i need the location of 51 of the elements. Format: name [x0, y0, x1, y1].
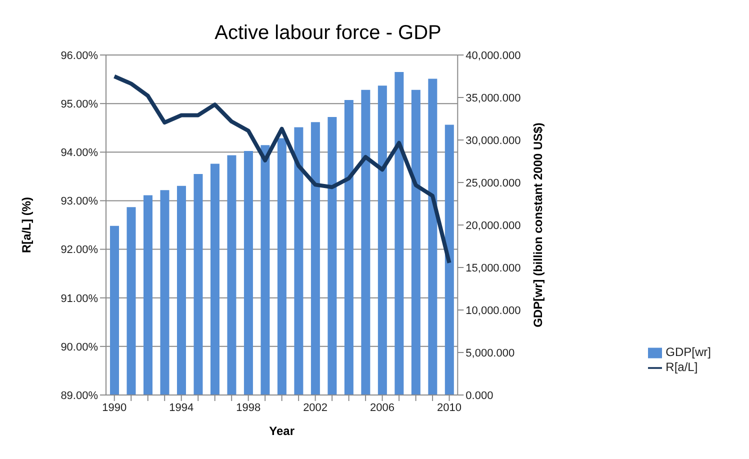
y-tick-label: 94.00% — [60, 147, 98, 160]
bar — [294, 127, 304, 395]
chart-title: Active labour force - GDP — [214, 21, 442, 45]
bar — [143, 195, 152, 395]
bar — [361, 90, 370, 395]
bar — [394, 72, 404, 395]
bar — [194, 174, 203, 395]
y-tick-label: 89.00% — [60, 390, 98, 402]
y2-tick-label: 15,000.000 — [466, 262, 521, 274]
y2-tick-label: 35,000.000 — [466, 92, 521, 104]
legend-label: GDP[wr] — [666, 345, 711, 360]
y2-tick-label: 5,000.000 — [466, 347, 515, 360]
bar — [176, 186, 186, 395]
bar — [110, 226, 119, 395]
x-tick-label: 1990 — [102, 402, 127, 414]
bar — [344, 100, 354, 395]
y-tick-label: 95.00% — [60, 98, 98, 110]
legend-label: R[a/L] — [666, 360, 698, 374]
x-tick-label: 2002 — [303, 402, 328, 414]
line-series — [112, 74, 452, 265]
bar — [227, 155, 236, 395]
y-tick-label: 93.00% — [60, 196, 98, 208]
y-tick-label: 90.00% — [60, 341, 98, 354]
bar — [126, 207, 136, 395]
y2-tick-label: 20,000.000 — [466, 220, 521, 232]
bar — [378, 86, 387, 395]
bar — [244, 151, 253, 395]
y-tick-label: 91.00% — [60, 292, 98, 305]
y2-tick-label: 25,000.000 — [466, 177, 521, 190]
y-tick-label: 92.00% — [60, 244, 98, 256]
y-tick-label: 96.00% — [60, 50, 98, 62]
x-axis-title: Year — [269, 424, 295, 438]
bar — [160, 190, 170, 395]
x-tick-label: 1994 — [169, 402, 194, 414]
bar — [444, 124, 454, 395]
bar — [428, 78, 438, 395]
y2-tick-label: 30,000.000 — [466, 134, 521, 147]
bar — [328, 117, 337, 395]
y2-tick-label: 10,000.000 — [466, 304, 521, 317]
y-axis-title: R[a/L] (%) — [19, 197, 34, 253]
bar — [411, 90, 420, 395]
y2-axis-title: GDP[wr] (billion constant 2000 US$) — [530, 122, 545, 328]
bar — [310, 122, 320, 395]
x-tick-label: 2010 — [437, 402, 462, 414]
bar — [260, 145, 270, 395]
y2-tick-label: 40,000.000 — [466, 50, 521, 62]
y2-tick-label: 0.000 — [466, 390, 494, 402]
bar — [277, 138, 286, 395]
x-tick-label: 2006 — [370, 402, 395, 414]
x-tick-label: 1998 — [236, 402, 261, 414]
bar — [210, 164, 220, 395]
